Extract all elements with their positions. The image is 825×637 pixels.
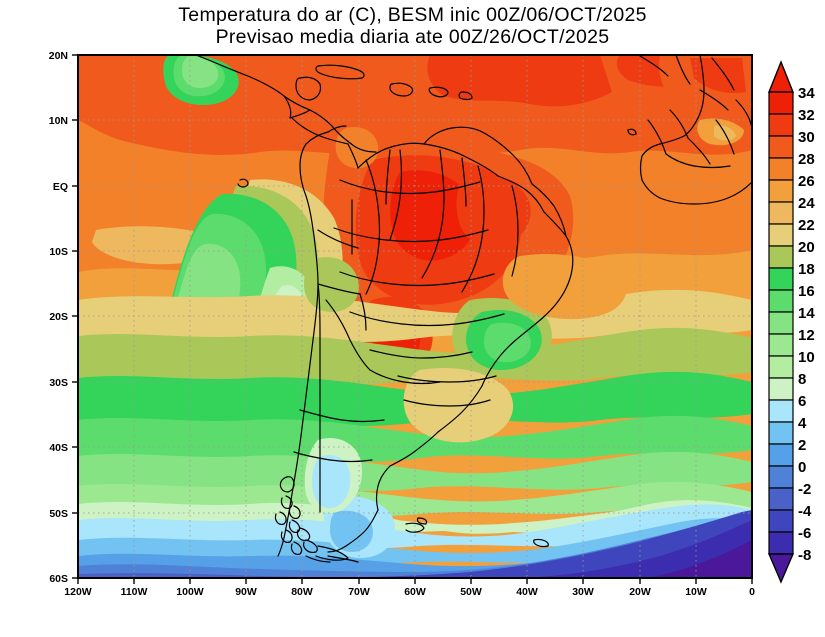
y-tick-8: 60S bbox=[49, 573, 68, 585]
y-axis-labels: 20N 10N EQ 10S 20S 30S 40S 50S 60S bbox=[49, 50, 68, 585]
cb-label-9: 16 bbox=[798, 283, 815, 300]
cb-label-8: 18 bbox=[798, 261, 815, 278]
y-tick-6: 40S bbox=[49, 442, 68, 454]
x-tick-0: 120W bbox=[64, 586, 92, 598]
cb-label-19: -4 bbox=[798, 503, 812, 520]
cb-label-21: -8 bbox=[798, 547, 811, 564]
colorbar-labels: 34 32 30 28 26 24 22 20 18 16 14 12 10 8… bbox=[798, 85, 815, 564]
colorbar-bottom-arrow bbox=[767, 553, 795, 584]
cb-label-2: 30 bbox=[798, 129, 815, 146]
title-line-2: Previsao media diaria ate 00Z/26/OCT/202… bbox=[215, 26, 610, 48]
x-tick-6: 60W bbox=[404, 586, 426, 598]
x-tick-11: 10W bbox=[685, 586, 707, 598]
cb-label-12: 10 bbox=[798, 349, 815, 366]
cb-label-1: 32 bbox=[798, 107, 815, 124]
x-tick-1: 110W bbox=[121, 586, 148, 598]
x-tick-4: 80W bbox=[291, 586, 313, 598]
map-gridlines bbox=[78, 55, 752, 578]
cb-label-17: 0 bbox=[798, 459, 806, 476]
cb-label-6: 22 bbox=[798, 217, 815, 234]
cb-label-7: 20 bbox=[798, 239, 815, 256]
cb-label-10: 14 bbox=[798, 305, 815, 322]
x-tick-2: 100W bbox=[176, 586, 204, 598]
x-tick-9: 30W bbox=[572, 586, 594, 598]
cb-label-20: -6 bbox=[798, 525, 811, 542]
y-tick-7: 50S bbox=[49, 508, 68, 520]
cb-label-4: 26 bbox=[798, 173, 815, 190]
cb-label-0: 34 bbox=[798, 85, 815, 102]
cb-label-11: 12 bbox=[798, 327, 815, 344]
x-tick-3: 90W bbox=[235, 586, 257, 598]
y-tick-0: 20N bbox=[49, 50, 68, 62]
x-tick-8: 40W bbox=[516, 586, 538, 598]
colorbar-top-arrow bbox=[767, 60, 795, 93]
x-tick-7: 50W bbox=[460, 586, 482, 598]
axis-ticks bbox=[72, 54, 753, 584]
y-tick-3: 10S bbox=[49, 246, 68, 258]
x-tick-10: 20W bbox=[629, 586, 651, 598]
cb-label-16: 2 bbox=[798, 437, 806, 454]
cb-label-14: 6 bbox=[798, 393, 806, 410]
cb-label-3: 28 bbox=[798, 151, 815, 168]
coastlines-and-borders bbox=[195, 55, 752, 563]
colorbar-swatches bbox=[768, 91, 794, 555]
x-axis-labels: 120W 110W 100W 90W 80W 70W 60W 50W 40W 3… bbox=[64, 586, 755, 598]
y-tick-1: 10N bbox=[49, 115, 68, 127]
x-tick-12: 0 bbox=[749, 586, 755, 598]
cb-label-15: 4 bbox=[798, 415, 807, 432]
page-title: Temperatura do ar (C), BESM inic 00Z/06/… bbox=[0, 4, 825, 48]
cb-label-13: 8 bbox=[798, 371, 806, 388]
y-tick-4: 20S bbox=[49, 311, 68, 323]
y-tick-2: EQ bbox=[53, 181, 68, 193]
cb-label-18: -2 bbox=[798, 481, 811, 498]
colorbar[interactable]: 34 32 30 28 26 24 22 20 18 16 14 12 10 8… bbox=[767, 60, 815, 584]
x-tick-5: 70W bbox=[348, 586, 370, 598]
y-tick-5: 30S bbox=[49, 377, 68, 389]
cb-label-5: 24 bbox=[798, 195, 815, 212]
title-line-1: Temperatura do ar (C), BESM inic 00Z/06/… bbox=[178, 4, 647, 26]
